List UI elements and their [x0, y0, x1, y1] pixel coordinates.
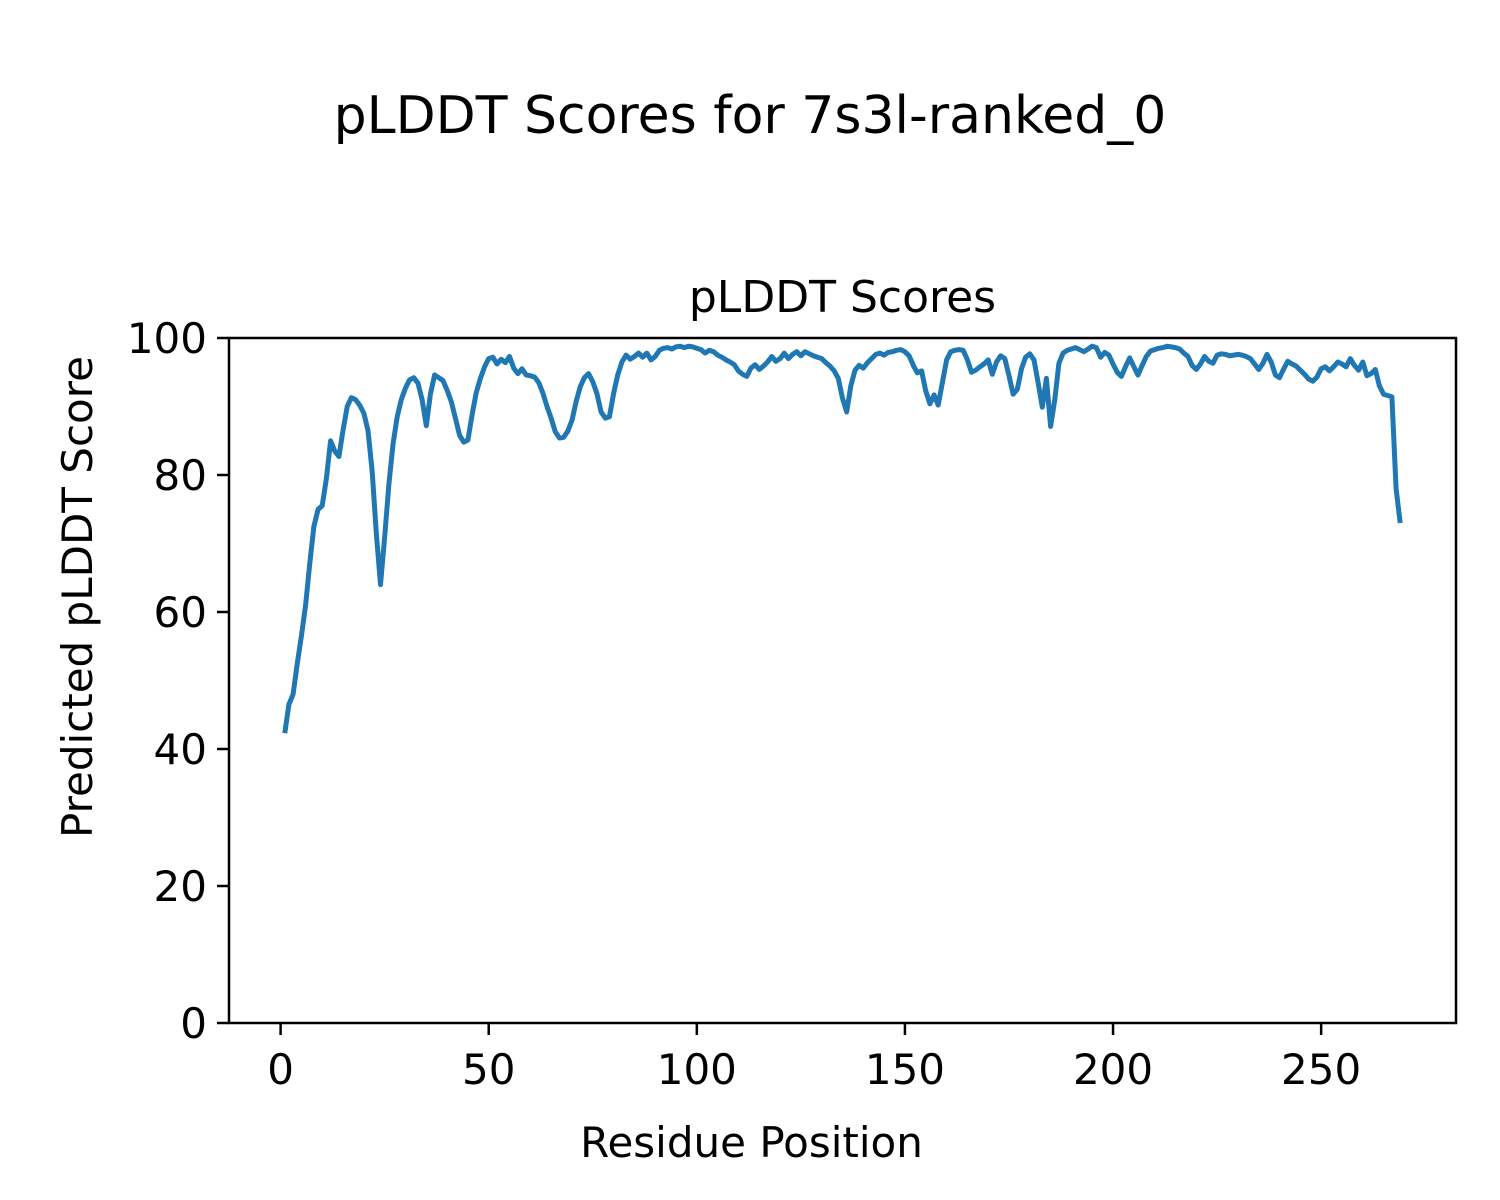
x-tick-label: 100 [657, 1045, 737, 1094]
x-tick-label: 0 [267, 1045, 294, 1094]
axes-title: pLDDT Scores [688, 272, 997, 323]
y-tick-label: 40 [154, 725, 207, 774]
x-tick-label: 250 [1281, 1045, 1361, 1094]
y-tick-label: 80 [154, 451, 207, 500]
ticks-layer [217, 336, 1323, 1035]
plot-area-border [227, 336, 1458, 1025]
y-tick-label: 20 [154, 862, 207, 911]
x-axis-label: Residue Position [580, 1118, 923, 1167]
figure-title: pLDDT Scores for 7s3l-ranked_0 [333, 86, 1167, 146]
series-layer [282, 343, 1403, 734]
plddt-line [282, 343, 1403, 734]
x-tick-label: 150 [865, 1045, 945, 1094]
x-tick-label: 50 [462, 1045, 515, 1094]
x-tick-label: 200 [1073, 1045, 1153, 1094]
y-axis-label: Predicted pLDDT Score [53, 356, 102, 838]
y-tick-label: 0 [180, 999, 207, 1048]
tick-labels-layer: 0 50 100 150 200 250 0 20 40 60 80 100 [127, 314, 1361, 1094]
y-tick-label: 60 [154, 588, 207, 637]
y-tick-label: 100 [127, 314, 207, 363]
